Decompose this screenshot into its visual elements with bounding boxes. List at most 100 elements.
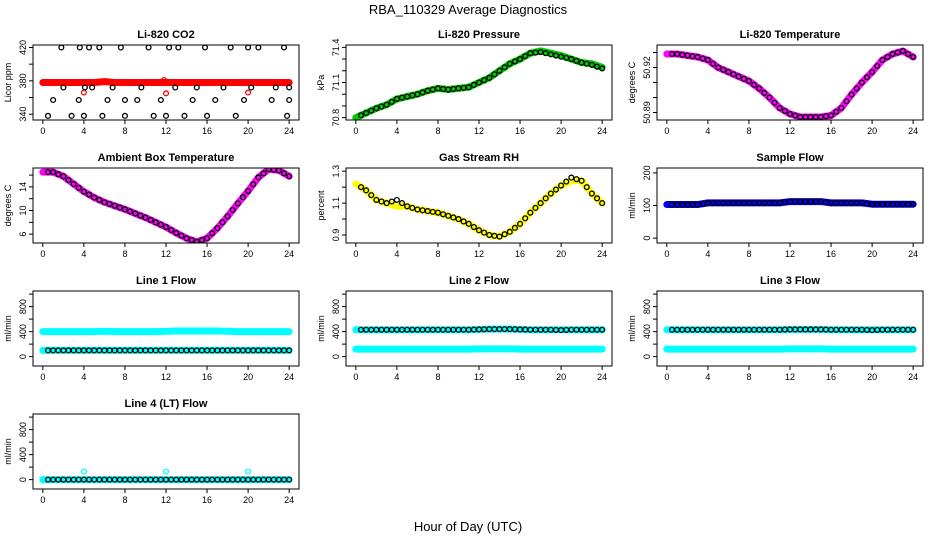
x-tick-label: 16: [202, 249, 212, 259]
x-tick-label: 4: [705, 372, 710, 382]
rh-avg-point: [465, 220, 472, 227]
x-tick-label: 24: [284, 249, 294, 259]
x-tick-label: 12: [474, 126, 484, 136]
y-tick-label: 420: [18, 40, 28, 55]
x-tick-label: 16: [202, 495, 212, 505]
pressure-avg-point: [522, 53, 529, 60]
rh-avg-point: [527, 209, 534, 216]
co2-samples-point: [150, 112, 157, 119]
co2-samples-point: [81, 84, 88, 91]
plot-area: [663, 47, 917, 120]
co2-samples-point: [89, 84, 96, 91]
plot-area: [663, 325, 917, 353]
rh-avg-point: [552, 186, 560, 193]
x-tick-label: 12: [161, 249, 171, 259]
pressure-avg-point: [491, 71, 498, 78]
x-tick-label: 0: [664, 126, 669, 136]
pressure-avg-point: [511, 58, 518, 65]
x-tick-label: 20: [867, 126, 877, 136]
x-tick-label: 4: [705, 126, 710, 136]
x-tick-label: 4: [81, 126, 86, 136]
temp-avg-point: [715, 64, 722, 71]
line1-avg-point: [286, 347, 293, 354]
x-tick-label: 20: [556, 372, 566, 382]
pressure-avg-point: [599, 65, 606, 72]
x-tick-label: 0: [40, 372, 45, 382]
ambient-avg-point: [157, 221, 164, 228]
y-tick-label: 800: [18, 299, 28, 314]
temp-avg-point: [899, 47, 906, 55]
co2-samples-point: [189, 96, 196, 104]
x-tick-label: 0: [353, 249, 358, 259]
co2-samples-point: [134, 96, 141, 104]
y-tick-label: 200: [642, 165, 652, 180]
x-tick-label: 24: [908, 372, 918, 382]
panel-title: Ambient Box Temperature: [98, 152, 235, 164]
x-tick-label: 4: [394, 372, 399, 382]
temp-avg-point: [786, 110, 794, 118]
co2-samples-point: [166, 45, 173, 51]
rh-avg-point: [542, 195, 549, 202]
ambient-avg-point: [75, 184, 82, 191]
co2-samples-point: [68, 112, 75, 119]
y-tick-label: 400: [642, 324, 652, 339]
rh-avg-point: [522, 215, 529, 222]
panel-gas-stream-rh: Gas Stream RH 0 4 8 12 16 20 24 0.9 1.1 1.3 percent: [316, 152, 613, 259]
x-tick-label: 8: [746, 372, 751, 382]
ambient-avg-point: [91, 194, 98, 201]
y-tick-label: 800: [18, 422, 28, 437]
y-axis-label: ml/min: [316, 315, 326, 342]
panel-title: Li-820 CO2: [137, 29, 194, 41]
pressure-avg-point: [414, 91, 421, 98]
co2-samples-point: [201, 45, 209, 51]
rh-avg-point: [393, 196, 400, 203]
x-tick-label: 24: [284, 372, 294, 382]
pressure-avg-point: [388, 98, 395, 105]
x-tick-label: 4: [81, 249, 86, 259]
co2-outliers-point: [80, 89, 87, 96]
rh-avg-point: [357, 184, 365, 191]
x-tick-label: 12: [161, 495, 171, 505]
x-tick-label: 24: [284, 495, 294, 505]
ambient-avg-point: [183, 235, 190, 242]
y-axis-label: Licor ppm: [3, 63, 13, 103]
y-tick-label: 50.92: [642, 56, 652, 79]
pressure-avg-point: [568, 56, 575, 63]
x-tick-label: 20: [556, 249, 566, 259]
rh-avg-point: [378, 198, 385, 205]
temp-avg-point: [874, 62, 881, 70]
x-tick-label: 8: [746, 249, 751, 259]
panel-title: Li-820 Pressure: [438, 29, 520, 41]
rh-avg-point: [383, 200, 390, 207]
co2-samples-point: [227, 45, 234, 51]
panel-sample-flow: Sample Flow 0 4 8 12 16 20 24 0 100 200 ml/min: [627, 152, 924, 259]
rh-avg-point: [475, 227, 483, 234]
pressure-avg-point: [368, 107, 375, 114]
x-tick-label: 20: [243, 495, 253, 505]
x-tick-label: 0: [664, 372, 669, 382]
y-tick-label: 70.8: [331, 109, 341, 127]
ambient-avg-point: [214, 225, 221, 232]
ambient-avg-point: [245, 187, 252, 195]
co2-samples-point: [85, 45, 93, 51]
co2-samples-point: [157, 96, 164, 104]
co2-samples-point: [172, 84, 179, 91]
plot-area: [39, 168, 293, 243]
panel-title: Li-820 Temperature: [740, 29, 841, 41]
co2-samples-point: [268, 96, 275, 104]
x-tick-label: 8: [122, 249, 127, 259]
y-tick-label: 380: [18, 73, 28, 88]
y-tick-label: 100: [642, 198, 652, 213]
co2-samples-point: [212, 96, 219, 104]
line2-avg-point: [599, 326, 606, 333]
ambient-avg-point: [198, 236, 205, 243]
plot-area: [663, 198, 917, 209]
temp-avg-point: [833, 108, 840, 115]
x-tick-label: 0: [664, 249, 669, 259]
temp-avg-point: [910, 53, 917, 61]
temp-avg-point: [766, 94, 773, 101]
temp-avg-point: [879, 56, 886, 64]
co2-samples-point: [99, 112, 106, 119]
ambient-avg-point: [234, 200, 241, 207]
rh-avg-point: [398, 200, 406, 207]
